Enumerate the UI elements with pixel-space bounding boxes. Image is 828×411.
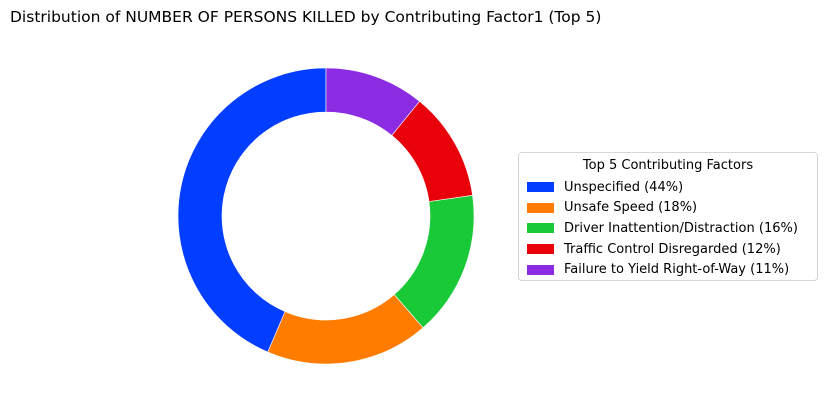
donut-slices [177, 67, 475, 365]
chart-title: Distribution of NUMBER OF PERSONS KILLED… [10, 8, 602, 26]
legend-label: Unsafe Speed (18%) [564, 200, 698, 216]
legend-title: Top 5 Contributing Factors [582, 158, 754, 173]
legend-label: Unspecified (44%) [564, 179, 684, 195]
legend-item: Driver Inattention/Distraction (16%) [527, 218, 809, 239]
legend-label: Traffic Control Disregarded (12%) [564, 241, 781, 257]
legend-item: Unsafe Speed (18%) [527, 198, 809, 219]
legend-swatch [527, 202, 554, 213]
legend-label: Driver Inattention/Distraction (16%) [564, 220, 798, 236]
legend-swatch [527, 264, 554, 275]
legend-label: Failure to Yield Right-of-Way (11%) [564, 262, 790, 278]
donut-slice-2 [267, 294, 424, 365]
donut-slice-5 [325, 67, 420, 136]
legend-item: Traffic Control Disregarded (12%) [527, 239, 809, 260]
chart-legend: Top 5 Contributing Factors Unspecified (… [518, 152, 818, 281]
legend-swatch [527, 223, 554, 234]
donut-slice-3 [393, 195, 475, 329]
legend-swatch [527, 244, 554, 255]
legend-item: Failure to Yield Right-of-Way (11%) [527, 259, 809, 280]
legend-item: Unspecified (44%) [527, 177, 809, 198]
legend-swatch [527, 182, 554, 193]
donut-slice-1 [177, 67, 327, 353]
legend-items: Unspecified (44%) Unsafe Speed (18%) Drive… [527, 177, 809, 280]
